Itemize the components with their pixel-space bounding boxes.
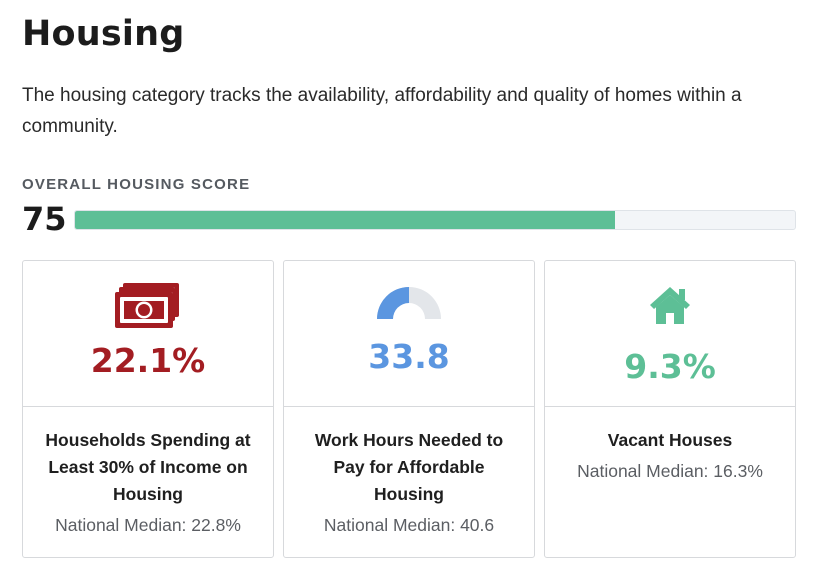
metric-value: 22.1% (90, 341, 206, 380)
house-icon (648, 285, 692, 330)
national-median: National Median: 16.3% (577, 461, 763, 481)
metric-card-top: 9.3% (545, 261, 795, 407)
metric-card-cost-burden: 22.1% Households Spending at Least 30% o… (22, 260, 274, 558)
page-title: Housing (22, 14, 185, 54)
overall-score-label: OVERALL HOUSING SCORE (22, 176, 251, 193)
metric-name: Vacant Houses (607, 430, 733, 450)
money-bills-icon (115, 281, 181, 334)
metric-value: 9.3% (624, 347, 716, 386)
metric-card-top: 22.1% (23, 261, 273, 407)
page-description: The housing category tracks the availabi… (22, 85, 742, 137)
metric-card-top: 33.8 (284, 261, 534, 407)
metric-name: Households Spending at Least 30% of Inco… (45, 430, 251, 504)
overall-score-bar (74, 210, 796, 230)
metric-card-work-hours: 33.8 Work Hours Needed to Pay for Afford… (283, 260, 535, 558)
metric-name: Work Hours Needed to Pay for Affordable … (314, 430, 504, 504)
metric-value: 33.8 (368, 337, 450, 376)
overall-score-value: 75 (22, 200, 67, 238)
national-median: National Median: 22.8% (55, 515, 241, 535)
overall-score-bar-fill (75, 211, 615, 229)
metric-card-vacant-houses: 9.3% Vacant Houses National Median: 16.3… (544, 260, 796, 558)
national-median: National Median: 40.6 (323, 515, 495, 535)
gauge-icon (375, 285, 443, 326)
